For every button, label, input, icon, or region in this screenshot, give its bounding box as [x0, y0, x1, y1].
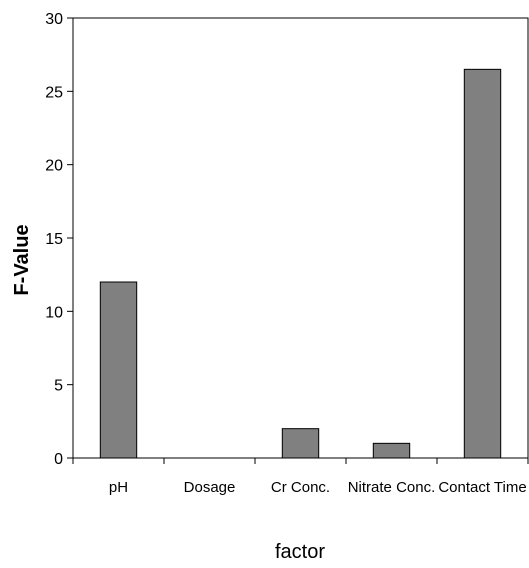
category-labels: pH Dosage Cr Conc. Nitrate Conc. Contact Tim…: [109, 479, 527, 496]
bar-cr-conc: [281, 428, 320, 459]
x-category-label: Nitrate Conc.: [348, 479, 436, 496]
y-tick-label: 5: [54, 378, 63, 395]
y-axis-ticks: 0 5 10 15 20 25 30: [45, 11, 73, 468]
y-tick-label: 20: [45, 158, 63, 175]
x-axis-title: factor: [275, 541, 325, 563]
plot-area: [72, 17, 529, 459]
bar-ph: [99, 281, 138, 459]
y-tick-label: 15: [45, 231, 63, 248]
bar-contact-time: [463, 68, 502, 459]
y-axis-title: F-Value: [11, 224, 33, 295]
y-tick-label: 0: [54, 451, 63, 468]
bar-nitrate-conc: [372, 442, 411, 459]
x-category-label: Cr Conc.: [271, 479, 330, 496]
x-category-label: Contact Time: [438, 479, 526, 496]
y-tick-label: 25: [45, 84, 63, 101]
x-category-label: Dosage: [184, 479, 236, 496]
y-tick-label: 30: [45, 11, 63, 28]
bars: [99, 68, 502, 459]
x-axis-ticks: [72, 458, 529, 464]
y-tick-label: 10: [45, 304, 63, 321]
x-category-label: pH: [109, 479, 128, 496]
